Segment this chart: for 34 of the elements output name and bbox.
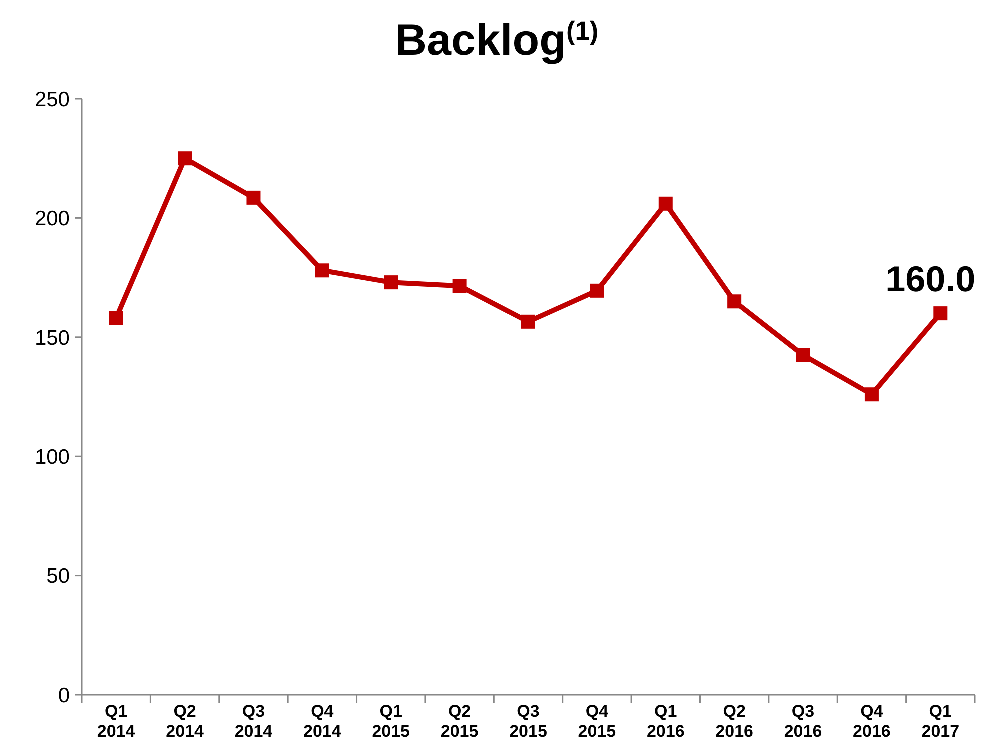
y-tick-label: 50 [46, 565, 70, 588]
x-tick-label: Q3 2016 [784, 702, 822, 741]
chart-title: Backlog$^{(1)}$ [395, 16, 599, 65]
x-tick-label: Q3 2014 [234, 702, 274, 741]
point [590, 284, 604, 298]
y-tick-label: 100 [34, 446, 70, 469]
point [864, 388, 879, 402]
y-tick-label: 0 [58, 684, 70, 708]
x-tick-label: Q2 2014 [166, 702, 204, 741]
x-tick-label: Q1 2016 [646, 702, 685, 741]
y-tick-label: 250 [34, 88, 70, 112]
x-tick-label: Q4 2014 [304, 702, 342, 741]
point [384, 276, 398, 290]
y-tick-label: 150 [34, 326, 70, 350]
x-tick-label: Q4 2015 [578, 702, 616, 741]
x-tick-label: Q2 2015 [440, 702, 479, 741]
x-tick-label: Q1 2015 [372, 702, 410, 741]
point [315, 264, 330, 278]
point [109, 311, 124, 326]
x-tick-label: Q1 2014 [97, 702, 136, 741]
point [796, 348, 810, 362]
x-tick-label: Q4 2016 [853, 702, 891, 741]
x-tick-label: Q2 2016 [716, 702, 754, 741]
x-tick-label: Q1 2017 [922, 702, 960, 741]
point [178, 152, 192, 166]
point [658, 196, 673, 211]
data-label: 160.0 [886, 258, 976, 300]
point [522, 314, 536, 329]
y-tick-label: 200 [34, 208, 70, 231]
point [452, 279, 467, 294]
point [728, 294, 742, 309]
point [934, 306, 948, 321]
x-tick-label: Q3 2015 [510, 702, 548, 741]
point [246, 190, 261, 205]
